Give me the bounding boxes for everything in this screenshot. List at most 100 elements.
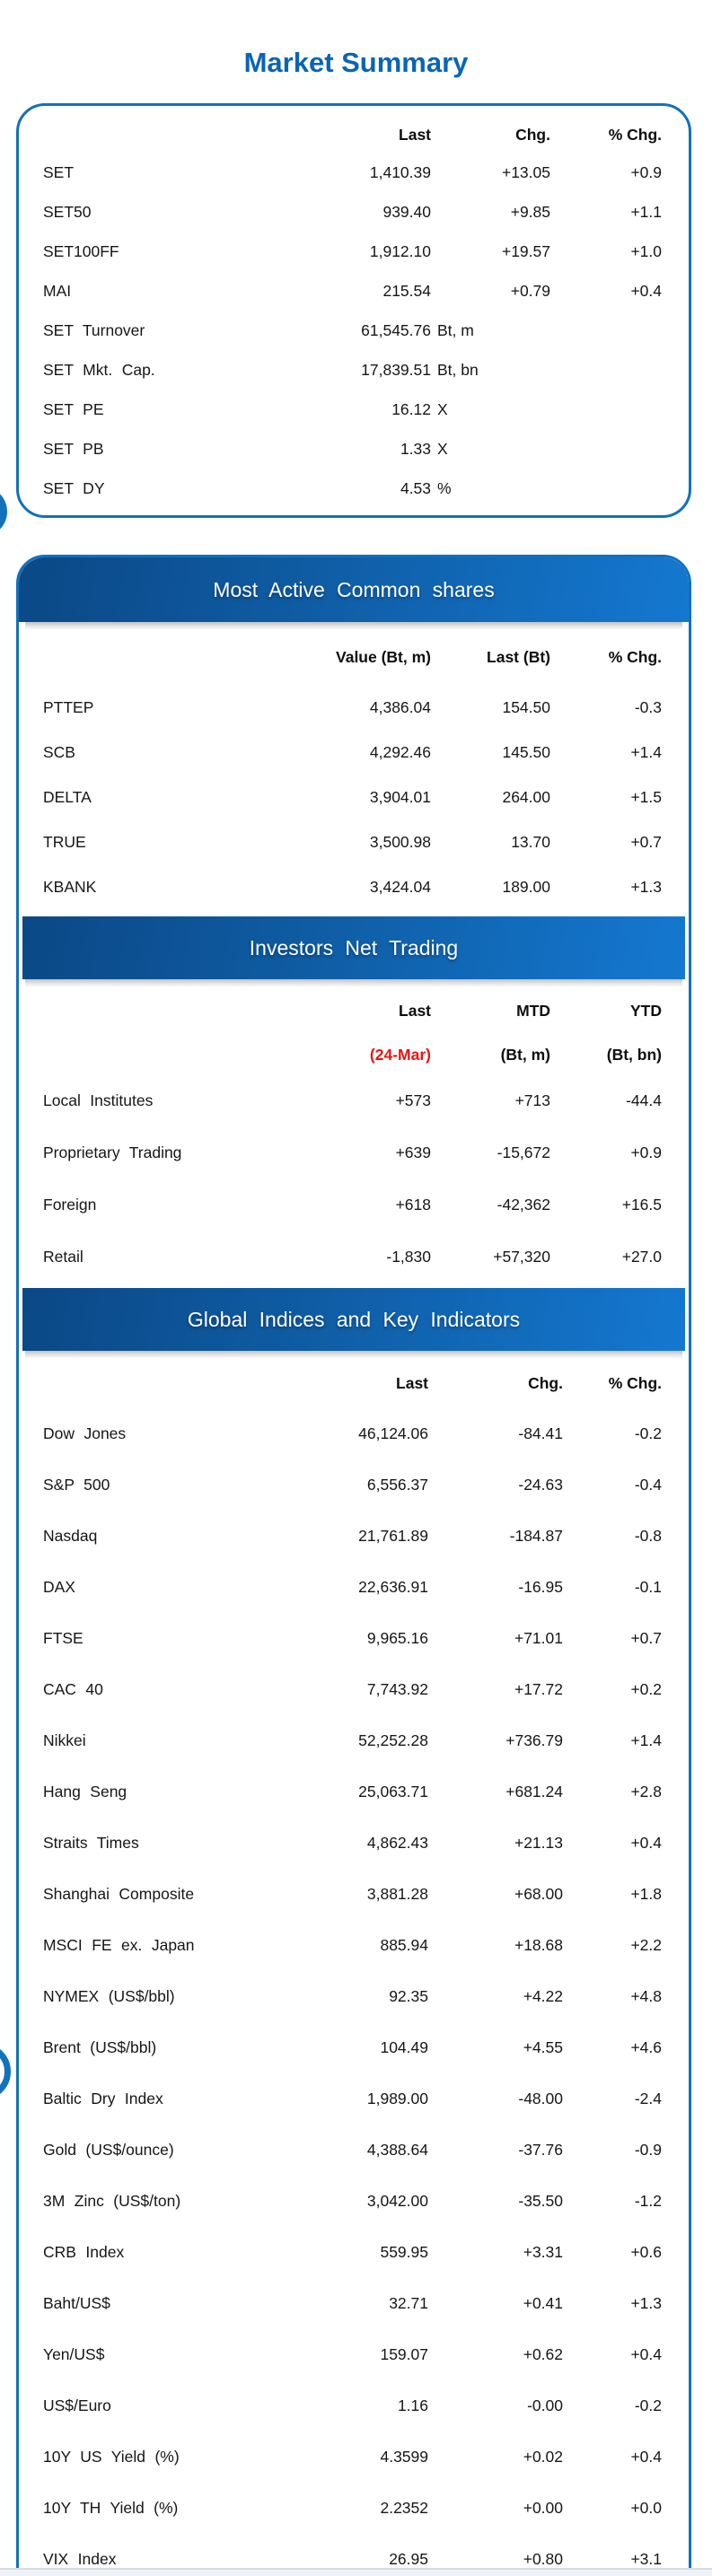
investors-column-headers: Last MTD YTD [19,986,689,1035]
column-subheader-date: (24-Mar) [369,1045,431,1064]
most-active-rows: PTTEP 4,386.04 154.50 -0.3 SCB 4,292.46 145.50… [19,685,689,909]
row-col2: -42,362 [497,1195,550,1214]
row-col3: +1.4 [630,1731,662,1749]
row-label: Nasdaq [43,1527,98,1545]
investors-rows: Local Institutes +573 +713 -44.4 Proprietary… [19,1074,689,1283]
row-col3: +0.4 [630,2448,662,2466]
row-label: Straits Times [43,1834,139,1852]
row-col2: -37.76 [518,2141,563,2159]
row-col1: 3,500.98 [369,832,431,851]
row-col1: 4,862.43 [366,1834,428,1852]
row-col2: +713 [514,1091,550,1109]
row-col3: -0.4 [634,1476,662,1494]
row-label: Yen/US$ [43,2345,105,2363]
row-col2: +0.02 [523,2448,563,2466]
row-col1: 4.53 [400,478,431,497]
row-label: SET50 [43,202,92,221]
table-row: 3M Zinc (US$/ton) 3,042.00 -35.50 -1.2 [19,2176,689,2227]
global-indices-column-headers: Last Chg. % Chg. [19,1358,689,1408]
row-label: Brent (US$/bbl) [43,2038,157,2056]
table-row: S&P 500 6,556.37 -24.63 -0.4 [19,1459,689,1511]
row-col2: -16.95 [518,1578,563,1596]
row-col2: +4.55 [523,2038,563,2056]
row-label: Local Institutes [43,1091,154,1109]
column-header-mtd: MTD [516,1001,550,1020]
row-col3: +3.1 [630,2550,662,2568]
row-col3: -44.4 [626,1091,662,1109]
row-label: SET PE [43,399,104,418]
row-col1: 4,386.04 [369,697,431,716]
row-label: Proprietary Trading [43,1143,182,1161]
bottom-edge-strip [0,2568,712,2576]
row-col1: 6,556.37 [366,1476,428,1494]
row-col1: 939.40 [382,202,431,221]
row-label: SET [43,162,75,181]
row-label: 3M Zinc (US$/ton) [43,2192,181,2210]
row-col1: 16.12 [391,399,431,418]
row-col2: +17.72 [514,1680,563,1698]
row-col3: +0.9 [630,1143,662,1161]
row-col1: 17,839.51 [361,360,431,379]
column-header-pct-chg: % Chg. [608,125,662,144]
row-col1: 21,761.89 [358,1527,428,1545]
row-col3: +1.3 [630,877,662,896]
row-col1: 3,881.28 [366,1885,428,1903]
row-col2: -48.00 [518,2090,563,2107]
most-active-column-headers: Value (Bt, m) Last (Bt) % Chg. [19,629,689,685]
row-col2: 13.70 [511,832,550,851]
row-col2: +0.80 [523,2550,563,2568]
row-col3: +0.2 [630,1680,662,1698]
row-col3: +16.5 [621,1195,662,1214]
row-label: Baltic Dry Index [43,2090,163,2107]
table-row: Baltic Dry Index 1,989.00 -48.00 -2.4 [19,2073,689,2125]
row-col2: +18.68 [514,1936,563,1954]
row-label: DAX [43,1578,75,1596]
row-col3: -0.1 [634,1578,662,1596]
row-label: Gold (US$/ounce) [43,2141,174,2159]
column-header-chg: Chg. [528,1373,563,1392]
row-col3: -0.8 [634,1527,662,1545]
row-col2: -35.50 [518,2192,563,2210]
row-col3: +27.0 [621,1247,662,1266]
row-col3: +1.0 [630,241,662,260]
table-row: FTSE 9,965.16 +71.01 +0.7 [19,1613,689,1664]
table-row: Shanghai Composite 3,881.28 +68.00 +1.8 [19,1869,689,1920]
row-col1: 559.95 [380,2243,428,2261]
row-col2: +71.01 [514,1629,563,1647]
row-col3: +1.1 [630,202,662,221]
row-col1: 46,124.06 [358,1424,428,1442]
row-label: SET DY [43,478,105,497]
table-row: NYMEX (US$/bbl) 92.35 +4.22 +4.8 [19,1971,689,2022]
row-col2: +13.05 [501,162,550,181]
row-col3: +4.6 [630,2038,662,2056]
row-col1: 3,904.01 [369,787,431,806]
row-col1: 885.94 [380,1936,428,1954]
table-row: DELTA 3,904.01 264.00 +1.5 [19,775,689,819]
row-col1: 52,252.28 [358,1731,428,1749]
table-row: Foreign +618 -42,362 +16.5 [19,1178,689,1231]
row-col3: +2.2 [630,1936,662,1954]
row-col3: -2.4 [634,2090,662,2107]
row-col1: 1,410.39 [369,162,431,181]
row-col1: 92.35 [389,1987,428,2005]
row-col2: +19.57 [501,241,550,260]
most-active-section-title: Most Active Common shares [213,577,495,601]
column-header-last: Last [396,1373,428,1392]
table-row: DAX 22,636.91 -16.95 -0.1 [19,1562,689,1613]
row-col1: 3,424.04 [369,877,431,896]
row-col2: 264.00 [502,787,550,806]
table-row: SCB 4,292.46 145.50 +1.4 [19,730,689,775]
row-col3: -0.2 [634,1424,662,1442]
table-row: MAI 215.54 +0.79 +0.4 [19,271,689,311]
row-unit: % [437,478,452,497]
left-edge-ring-decoration [0,2043,11,2100]
row-col1: 215.54 [382,281,431,300]
row-col2: -15,672 [497,1143,550,1161]
global-indices-section-title: Global Indices and Key Indicators [187,1307,521,1331]
row-label: S&P 500 [43,1476,110,1494]
row-label: MAI [43,281,72,300]
table-row: KBANK 3,424.04 189.00 +1.3 [19,864,689,909]
row-col1: 2.2352 [380,2499,428,2517]
row-col3: +0.4 [630,1834,662,1852]
row-col2: +68.00 [514,1885,563,1903]
